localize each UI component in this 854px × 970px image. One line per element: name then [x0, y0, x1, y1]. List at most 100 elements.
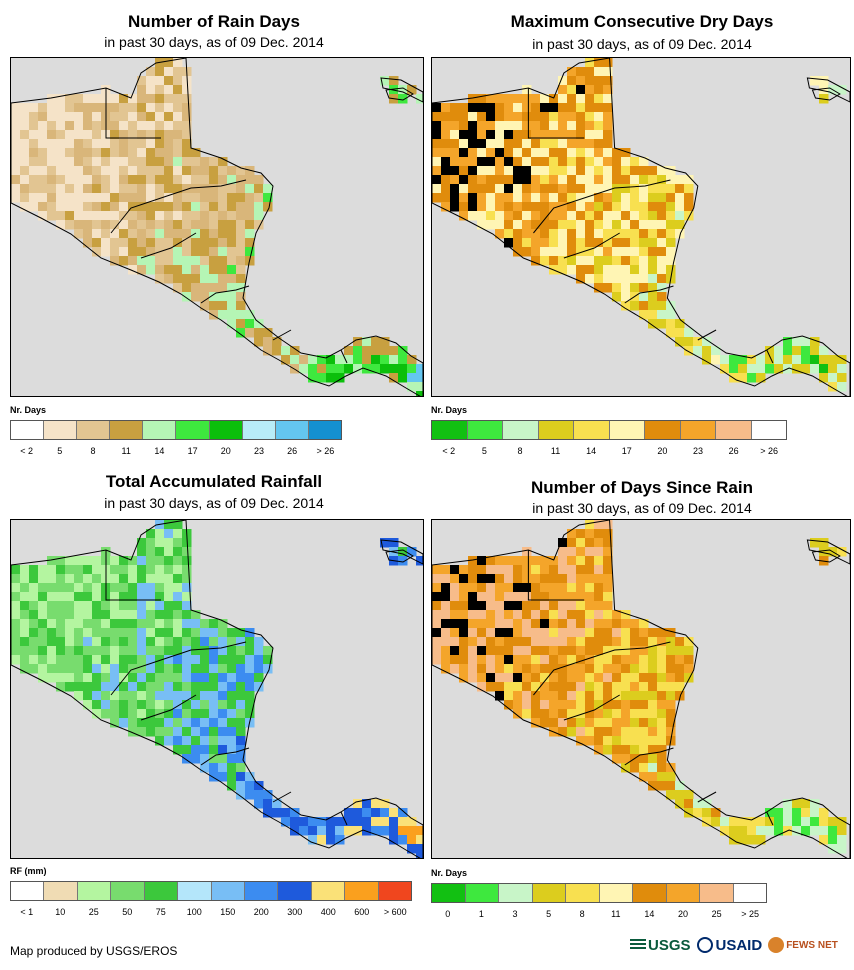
- grid-cell: [56, 637, 66, 647]
- grid-cell: [558, 655, 568, 665]
- grid-cell: [675, 175, 685, 185]
- grid-cell: [531, 166, 541, 176]
- grid-cell: [657, 256, 667, 266]
- grid-cell: [173, 700, 183, 710]
- grid-cell: [362, 799, 372, 809]
- grid-cell: [585, 211, 595, 221]
- grid-cell: [657, 184, 667, 194]
- panel-title: Number of Days Since Rain: [530, 478, 753, 497]
- grid-cell: [245, 193, 255, 203]
- grid-cell: [272, 337, 282, 347]
- grid-cell: [110, 610, 120, 620]
- grid-cell: [684, 193, 694, 203]
- grid-cell: [792, 826, 802, 836]
- grid-cell: [540, 103, 550, 113]
- grid-cell: [128, 727, 138, 737]
- grid-cell: [173, 718, 183, 728]
- grid-cell: [218, 310, 228, 320]
- grid-cell: [227, 184, 237, 194]
- grid-cell: [11, 193, 21, 203]
- grid-cell: [468, 556, 478, 566]
- grid-cell: [531, 574, 541, 584]
- grid-cell: [137, 202, 147, 212]
- grid-cell: [657, 283, 667, 293]
- panel-title: Maximum Consecutive Dry Days: [510, 12, 774, 31]
- grid-cell: [254, 319, 264, 329]
- grid-cell: [765, 817, 775, 827]
- grid-cell: [432, 175, 442, 185]
- grid-cell: [38, 202, 48, 212]
- grid-cell: [657, 301, 667, 311]
- grid-cell: [639, 655, 649, 665]
- grid-cell: [513, 247, 523, 257]
- grid-cell: [774, 817, 784, 827]
- grid-cell: [182, 148, 192, 158]
- legend-tick-label: 50: [122, 907, 133, 917]
- grid-cell: [101, 139, 111, 149]
- grid-cell: [155, 619, 165, 629]
- grid-cell: [612, 193, 622, 203]
- grid-cell: [450, 646, 460, 656]
- grid-cell: [11, 628, 21, 638]
- grid-cell: [801, 826, 811, 836]
- grid-cell: [146, 112, 156, 122]
- grid-cell: [245, 655, 255, 665]
- grid-cell: [495, 565, 505, 575]
- grid-cell: [666, 781, 676, 791]
- grid-cell: [648, 247, 658, 257]
- grid-cell: [477, 175, 487, 185]
- grid-cell: [344, 808, 354, 818]
- grid-cell: [11, 148, 21, 158]
- grid-cell: [585, 709, 595, 719]
- grid-cell: [20, 121, 30, 131]
- grid-cell: [747, 355, 757, 365]
- grid-cell: [504, 103, 514, 113]
- grid-cell: [380, 826, 390, 836]
- grid-cell: [531, 583, 541, 593]
- grid-cell: [576, 592, 586, 602]
- grid-cell: [47, 148, 57, 158]
- grid-cell: [11, 103, 21, 113]
- grid-cell: [38, 673, 48, 683]
- grid-cell: [468, 592, 478, 602]
- grid-cell: [236, 229, 246, 239]
- grid-cell: [128, 130, 138, 140]
- country-border: [105, 88, 161, 139]
- grid-cell: [146, 67, 156, 77]
- grid-cell: [155, 529, 165, 539]
- grid-cell: [675, 673, 685, 683]
- grid-cell: [155, 112, 165, 122]
- grid-cell: [486, 184, 496, 194]
- grid-cell: [540, 193, 550, 203]
- grid-cell: [648, 709, 658, 719]
- grid-cell: [792, 364, 802, 374]
- grid-cell: [450, 637, 460, 647]
- grid-cell: [558, 148, 568, 158]
- grid-cell: [612, 610, 622, 620]
- grid-cell: [245, 646, 255, 656]
- grid-cell: [522, 211, 532, 221]
- grid-cell: [182, 538, 192, 548]
- grid-cell: [173, 664, 183, 674]
- grid-cell: [621, 754, 631, 764]
- map-canvas: [11, 58, 423, 396]
- grid-cell: [639, 220, 649, 230]
- grid-cell: [398, 556, 408, 566]
- legend-swatch: [11, 882, 45, 900]
- grid-cell: [441, 157, 451, 167]
- grid-cell: [47, 112, 57, 122]
- grid-cell: [110, 238, 120, 248]
- grid-cell: [191, 700, 201, 710]
- grid-cell: [56, 112, 66, 122]
- grid-cell: [639, 193, 649, 203]
- grid-cell: [450, 601, 460, 611]
- grid-cell: [308, 826, 318, 836]
- grid-cell: [657, 637, 667, 647]
- grid-cell: [630, 700, 640, 710]
- grid-cell: [450, 148, 460, 158]
- grid-cell: [137, 574, 147, 584]
- grid-cell: [576, 691, 586, 701]
- grid-cell: [522, 166, 532, 176]
- grid-cell: [101, 175, 111, 185]
- grid-cell: [567, 148, 577, 158]
